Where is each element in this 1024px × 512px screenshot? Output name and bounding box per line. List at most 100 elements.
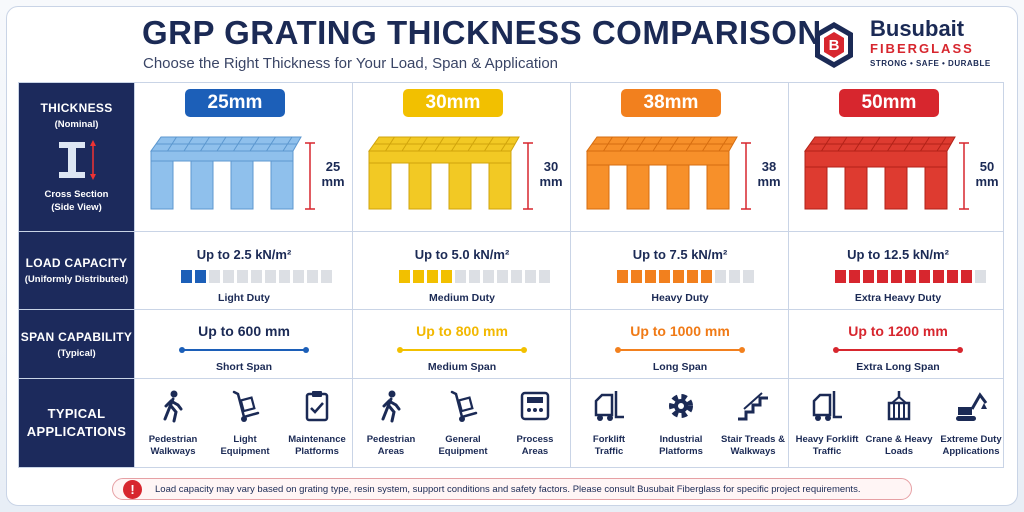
- load-level-block: [293, 270, 304, 283]
- thickness-sublabel: (Nominal): [54, 118, 99, 130]
- dimension-marker: [305, 142, 315, 210]
- load-level-block: [209, 270, 220, 283]
- load-level-block: [223, 270, 234, 283]
- dimension-marker: [959, 142, 969, 210]
- hexagon-logo-icon: B: [815, 22, 853, 68]
- load-level-block: [659, 270, 670, 283]
- load-level-block: [181, 270, 192, 283]
- application-label: Stair Treads & Walkways: [721, 434, 785, 457]
- load-level-block: [891, 270, 902, 283]
- dimension-label: 30 mm: [537, 159, 565, 189]
- span-description: Medium Span: [427, 361, 497, 373]
- load-level-block: [849, 270, 860, 283]
- cross-section-icon: [58, 139, 96, 180]
- page-title: GRP GRATING THICKNESS COMPARISON: [142, 14, 822, 51]
- load-level-block: [251, 270, 262, 283]
- load-sublabel: (Uniformly Distributed): [24, 274, 129, 285]
- application-item: Pedestrian Walkways: [137, 389, 209, 458]
- duty-label: Light Duty: [218, 292, 270, 304]
- application-item: Maintenance Platforms: [281, 389, 353, 458]
- row-header-load: LOAD CAPACITY (Uniformly Distributed): [19, 232, 134, 309]
- row-divider: [19, 309, 1003, 310]
- load-level-block: [399, 270, 410, 283]
- brand-tagline: STRONG • SAFE • DURABLE: [870, 59, 991, 68]
- load-level-block: [195, 270, 206, 283]
- span-value: Up to 1000 mm: [630, 323, 730, 339]
- application-label: Light Equipment: [220, 434, 270, 457]
- column-38mm: 38mm 38 mm Up to 7.5 kN/m² Heavy Duty Up to 1…: [570, 83, 788, 467]
- duty-label: Heavy Duty: [651, 292, 709, 304]
- application-item: Stair Treads & Walkways: [717, 389, 789, 458]
- load-level-block: [455, 270, 466, 283]
- load-level-block: [961, 270, 972, 283]
- application-item: Industrial Platforms: [645, 389, 717, 458]
- application-label: Process Areas: [516, 434, 554, 457]
- load-level-block: [701, 270, 712, 283]
- load-level-block: [919, 270, 930, 283]
- column-25mm: 25mm 25 mm Up to 2.5 kN/m² Light Duty Up to 6…: [134, 83, 352, 467]
- dimension-value: 38: [761, 159, 777, 174]
- forklift-icon: [594, 391, 624, 421]
- load-level-block: [947, 270, 958, 283]
- dimension-marker: [741, 142, 751, 210]
- load-level-block: [631, 270, 642, 283]
- dimension-unit: mm: [975, 174, 999, 189]
- load-level-meter: [617, 270, 754, 284]
- pedestrian-icon: [163, 390, 183, 423]
- application-label: Maintenance Platforms: [288, 434, 346, 457]
- application-label: Industrial Platforms: [659, 434, 703, 457]
- load-level-block: [525, 270, 536, 283]
- load-level-block: [237, 270, 248, 283]
- application-label: Extreme Duty Applications: [940, 434, 1002, 457]
- application-item: General Equipment: [427, 389, 499, 458]
- forklift-icon: [812, 391, 842, 421]
- grating-illustration: [804, 136, 956, 210]
- load-level-meter: [835, 270, 986, 284]
- load-level-block: [975, 270, 986, 283]
- load-level-block: [905, 270, 916, 283]
- load-level-block: [687, 270, 698, 283]
- load-level-block: [307, 270, 318, 283]
- row-header-span: SPAN CAPABILITY (Typical): [19, 310, 134, 378]
- dimension-value: 50: [979, 159, 995, 174]
- application-label: Crane & Heavy Loads: [865, 434, 933, 457]
- load-level-block: [743, 270, 754, 283]
- application-item: Crane & Heavy Loads: [863, 389, 935, 458]
- load-level-block: [469, 270, 480, 283]
- load-level-block: [279, 270, 290, 283]
- load-level-block: [835, 270, 846, 283]
- load-level-block: [617, 270, 628, 283]
- load-level-block: [413, 270, 424, 283]
- span-label: SPAN CAPABILITY: [20, 329, 133, 344]
- application-label: Forklift Traffic: [592, 434, 626, 457]
- row-header-thickness: THICKNESS (Nominal) Cross Section (Side …: [19, 83, 134, 231]
- dimension-unit: mm: [539, 174, 563, 189]
- application-item: Heavy Forklift Traffic: [791, 389, 863, 458]
- column-50mm: 50mm 50 mm Up to 12.5 kN/m² Extra Heavy Duty…: [788, 83, 1006, 467]
- span-value: Up to 800 mm: [416, 323, 508, 339]
- thickness-badge: 30mm: [403, 89, 503, 117]
- application-item: Light Equipment: [209, 389, 281, 458]
- load-level-block: [863, 270, 874, 283]
- load-level-block: [441, 270, 452, 283]
- span-indicator-line: [615, 347, 745, 353]
- hand-truck-icon: [450, 390, 478, 422]
- load-level-block: [729, 270, 740, 283]
- load-level-block: [539, 270, 550, 283]
- hand-truck-icon: [232, 390, 260, 422]
- span-indicator-line: [833, 347, 963, 353]
- application-item: Forklift Traffic: [573, 389, 645, 458]
- load-level-block: [645, 270, 656, 283]
- row-divider: [19, 378, 1003, 379]
- dimension-label: 38 mm: [755, 159, 783, 189]
- application-item: Extreme Duty Applications: [935, 389, 1007, 458]
- load-capacity-value: Up to 5.0 kN/m²: [414, 247, 510, 262]
- row-divider: [19, 231, 1003, 232]
- application-item: Pedestrian Areas: [355, 389, 427, 458]
- load-level-block: [321, 270, 332, 283]
- thickness-badge: 38mm: [621, 89, 721, 117]
- load-level-block: [511, 270, 522, 283]
- stairs-icon: [738, 392, 768, 421]
- dimension-value: 25: [325, 159, 341, 174]
